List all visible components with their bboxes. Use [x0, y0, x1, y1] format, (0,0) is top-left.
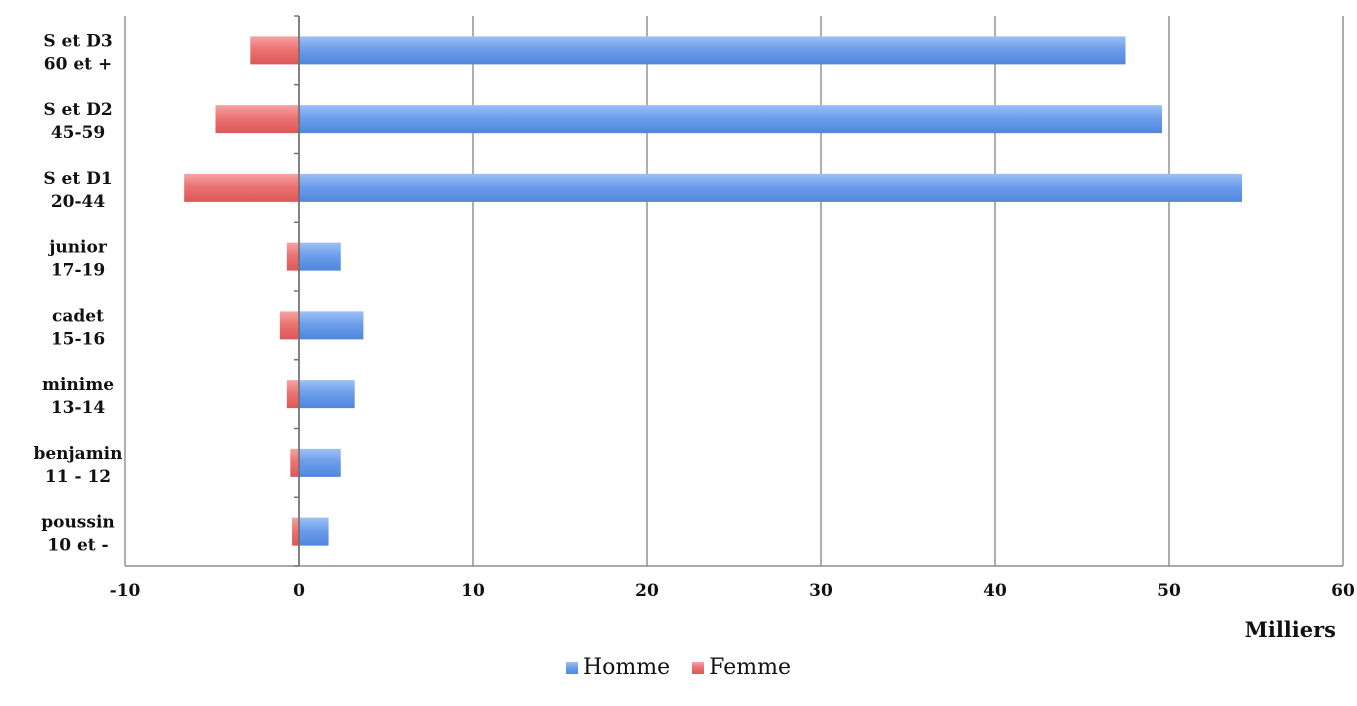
- bar-homme: [299, 448, 341, 477]
- bar-homme: [299, 36, 1126, 65]
- bar-femme: [286, 242, 299, 271]
- category-label: S et D2 45-59: [43, 100, 112, 143]
- legend-item-homme: Homme: [565, 655, 671, 680]
- x-tick-label: 60: [1331, 581, 1355, 601]
- bar-femme: [279, 311, 299, 340]
- category-label: benjamin 11 - 12: [33, 444, 122, 487]
- category-label-line: minime: [42, 375, 114, 395]
- legend-label: Homme: [582, 655, 671, 680]
- x-tick-label: 0: [293, 581, 305, 601]
- bar-chart: -10 0 10 20 30 40 50 60 poussin 10 et - benjamin 11…: [33, 15, 1355, 640]
- category-label: S et D3 60 et +: [43, 31, 112, 74]
- category-label: junior 17-19: [47, 238, 108, 281]
- category-label-line: 13-14: [51, 398, 106, 418]
- category-label-line: poussin: [41, 513, 115, 533]
- category-label: cadet 15-16: [51, 306, 105, 349]
- bar-homme: [299, 173, 1243, 202]
- legend-item-femme: Femme: [692, 655, 791, 680]
- category-label: S et D1 20-44: [43, 169, 112, 212]
- bar-homme: [299, 380, 355, 409]
- category-label-line: benjamin: [33, 444, 122, 464]
- bar-femme: [292, 517, 299, 546]
- category-label-line: S et D3: [43, 31, 112, 51]
- bar-homme: [299, 105, 1163, 134]
- category-label-line: 45-59: [51, 123, 105, 143]
- legend-swatch: [692, 661, 705, 674]
- x-tick-label: 20: [635, 581, 659, 601]
- bar-homme: [299, 242, 341, 271]
- x-tick-label: 30: [809, 581, 833, 601]
- bar-femme: [250, 36, 299, 65]
- category-label-line: 11 - 12: [45, 467, 111, 487]
- bar-femme: [215, 105, 299, 134]
- category-label-line: 15-16: [51, 329, 105, 349]
- legend-label: Femme: [709, 655, 791, 680]
- x-axis-title: Milliers: [1245, 617, 1336, 640]
- bar-homme: [299, 517, 329, 546]
- bar-femme: [184, 173, 299, 202]
- category-label-line: junior: [47, 238, 108, 258]
- bar-femme: [286, 380, 299, 409]
- x-tick-label: 40: [983, 581, 1007, 601]
- x-tick-label: 10: [461, 581, 485, 601]
- category-label-line: 60 et +: [44, 54, 112, 74]
- legend-swatch: [565, 661, 578, 674]
- category-label-line: S et D2: [43, 100, 112, 120]
- category-label-line: 10 et -: [47, 536, 108, 556]
- category-label-line: 20-44: [51, 192, 106, 212]
- category-label-line: S et D1: [43, 169, 112, 189]
- category-label-line: cadet: [52, 306, 104, 326]
- bar-homme: [299, 311, 364, 340]
- category-label: poussin 10 et -: [41, 513, 115, 556]
- bar-femme: [290, 448, 299, 477]
- x-tick-label: 50: [1157, 581, 1181, 601]
- category-label: minime 13-14: [42, 375, 114, 418]
- category-label-line: 17-19: [51, 261, 105, 281]
- legend: Homme Femme: [0, 655, 1357, 680]
- x-tick-label: -10: [110, 581, 141, 601]
